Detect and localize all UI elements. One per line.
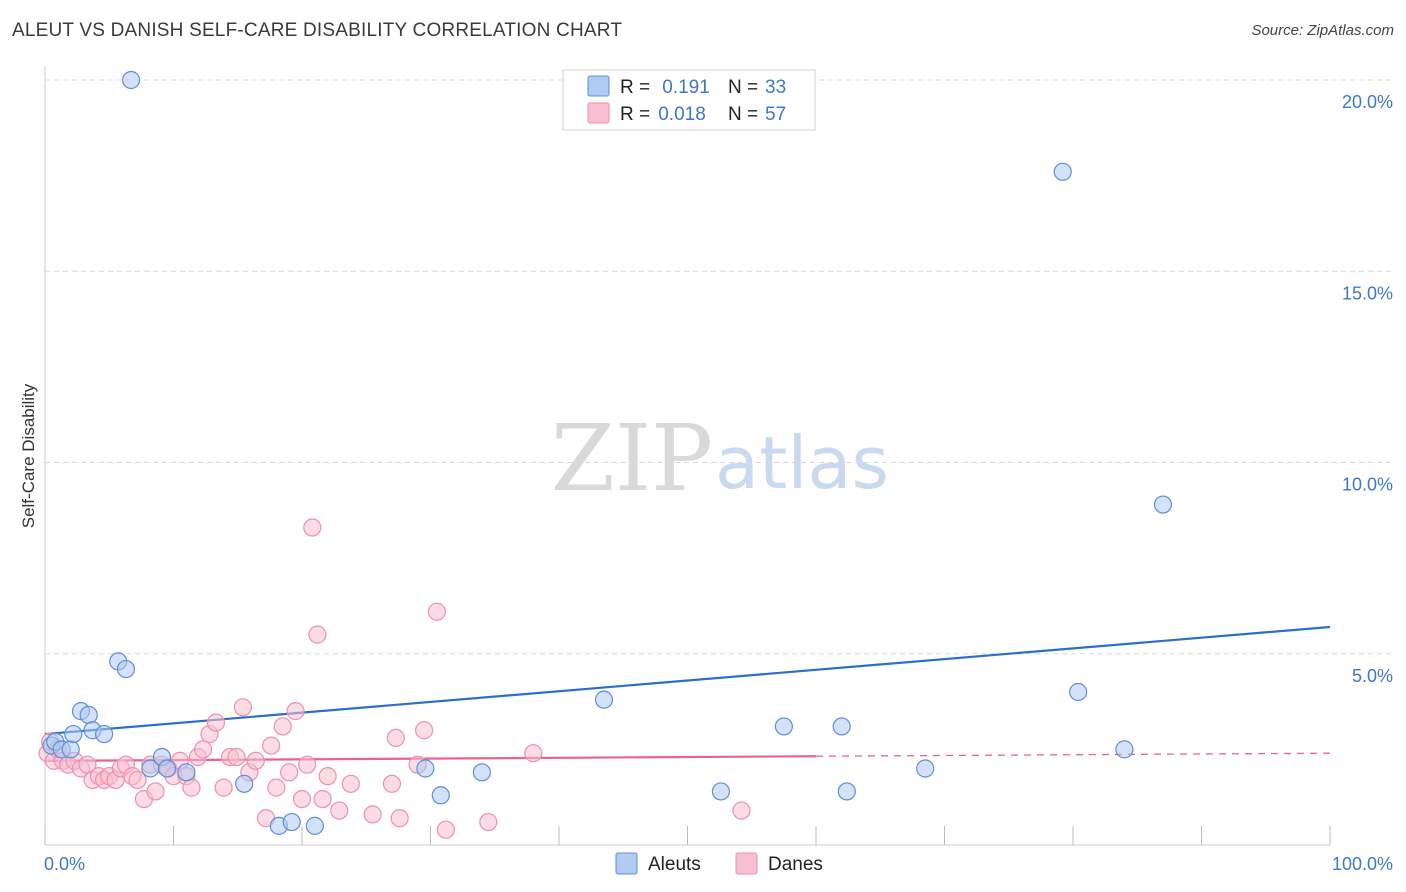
legend-n-value-aleuts: 33 [765, 77, 786, 98]
aleut-point [1053, 162, 1072, 181]
dane-point [128, 770, 147, 790]
legend-r-value-danes: 0.018 [658, 104, 706, 125]
chart-source: Source: ZipAtlas.com [1251, 22, 1394, 39]
dane-point [227, 747, 246, 767]
bottom-legend-aleuts: Aleuts [648, 854, 701, 875]
dane-point [308, 625, 327, 644]
watermark-zip: ZIP [551, 405, 713, 512]
dane-point [206, 713, 226, 732]
y-tick-label: 10.0% [1342, 475, 1393, 495]
aleut-point [431, 786, 450, 805]
legend-swatch-danes [587, 102, 610, 124]
aleut-point [61, 740, 80, 759]
dane-point [390, 809, 409, 828]
dane-point [318, 767, 337, 786]
trend-lines [44, 625, 1331, 762]
aleut-point [95, 724, 114, 744]
aleut-point [64, 724, 83, 744]
legend-n-value-danes: 57 [765, 104, 786, 125]
legend-n-label-aleuts: N = [728, 77, 758, 98]
aleut-point [416, 759, 435, 778]
dane-point [298, 755, 317, 774]
aleut-point [282, 812, 301, 832]
legend-r-label-danes: R = [620, 104, 650, 125]
y-axis-label: Self-Care Disability [19, 383, 38, 528]
watermark: ZIP atlas [551, 405, 889, 512]
dane-point [524, 744, 543, 763]
aleut-point [832, 717, 851, 736]
chart-title: ALEUT VS DANISH SELF-CARE DISABILITY COR… [12, 20, 623, 41]
dane-point [262, 736, 281, 755]
aleut-point [472, 763, 491, 782]
dane-point [732, 801, 751, 820]
aleut-point [79, 705, 98, 725]
dane-point [341, 774, 360, 793]
legend-r-value-aleuts: 0.191 [662, 77, 710, 98]
dane-point [146, 782, 165, 801]
trend-line-aleuts [44, 625, 1331, 736]
aleut-point [157, 759, 177, 778]
dane-point [427, 602, 447, 621]
top-legend: R = 0.191 N = 33 R = 0.018 N = 57 [562, 69, 816, 131]
legend-n-label-danes: N = [728, 104, 758, 125]
dane-point [214, 778, 233, 797]
grid-lines: 5.0% 10.0% 15.0% 20.0% [45, 79, 1393, 686]
dane-point [386, 728, 405, 748]
dane-point [193, 740, 213, 759]
dane-point [233, 698, 252, 717]
legend-r-label-aleuts: R = [620, 77, 650, 98]
aleut-point [305, 816, 324, 835]
aleut-point [916, 759, 935, 778]
dane-point [303, 518, 322, 537]
aleut-point [235, 774, 254, 793]
y-tick-label: 5.0% [1352, 666, 1393, 686]
x-tick-label-max: 100.0% [1332, 854, 1393, 874]
dane-point [182, 778, 201, 797]
aleut-point [121, 70, 141, 90]
axes: 0.0% 100.0% [44, 66, 1393, 874]
dane-point [479, 812, 498, 832]
aleut-point [594, 690, 614, 709]
x-tick-label-min: 0.0% [44, 854, 85, 874]
bottom-legend-swatch-aleuts [615, 852, 638, 875]
aleut-point [1153, 495, 1173, 514]
watermark-atlas: atlas [715, 421, 889, 505]
dane-point [313, 789, 332, 809]
bottom-legend: Aleuts Danes [615, 852, 823, 875]
bottom-legend-swatch-danes [735, 852, 758, 875]
aleut-point [116, 659, 136, 679]
bottom-legend-danes: Danes [768, 854, 823, 875]
dane-point [292, 789, 312, 809]
dane-point [414, 721, 434, 740]
dane-point [436, 820, 456, 839]
y-tick-label: 15.0% [1342, 283, 1393, 303]
aleut-point [177, 763, 196, 782]
dane-point [280, 763, 299, 782]
dane-point [382, 774, 402, 793]
dane-point [267, 778, 286, 797]
legend-swatch-aleuts [587, 75, 610, 97]
trend-line-dashed-danes [815, 752, 1331, 757]
aleut-point [837, 782, 856, 801]
dane-point [363, 805, 382, 824]
aleut-point [1115, 740, 1134, 759]
dane-point [286, 702, 305, 721]
dane-point [330, 801, 349, 820]
aleut-point [711, 782, 731, 801]
aleut-point [774, 717, 793, 736]
dane-point [246, 751, 265, 770]
y-tick-label: 20.0% [1342, 92, 1393, 112]
data-points [38, 70, 1173, 839]
aleut-point [1069, 682, 1088, 702]
dane-point [273, 717, 292, 736]
